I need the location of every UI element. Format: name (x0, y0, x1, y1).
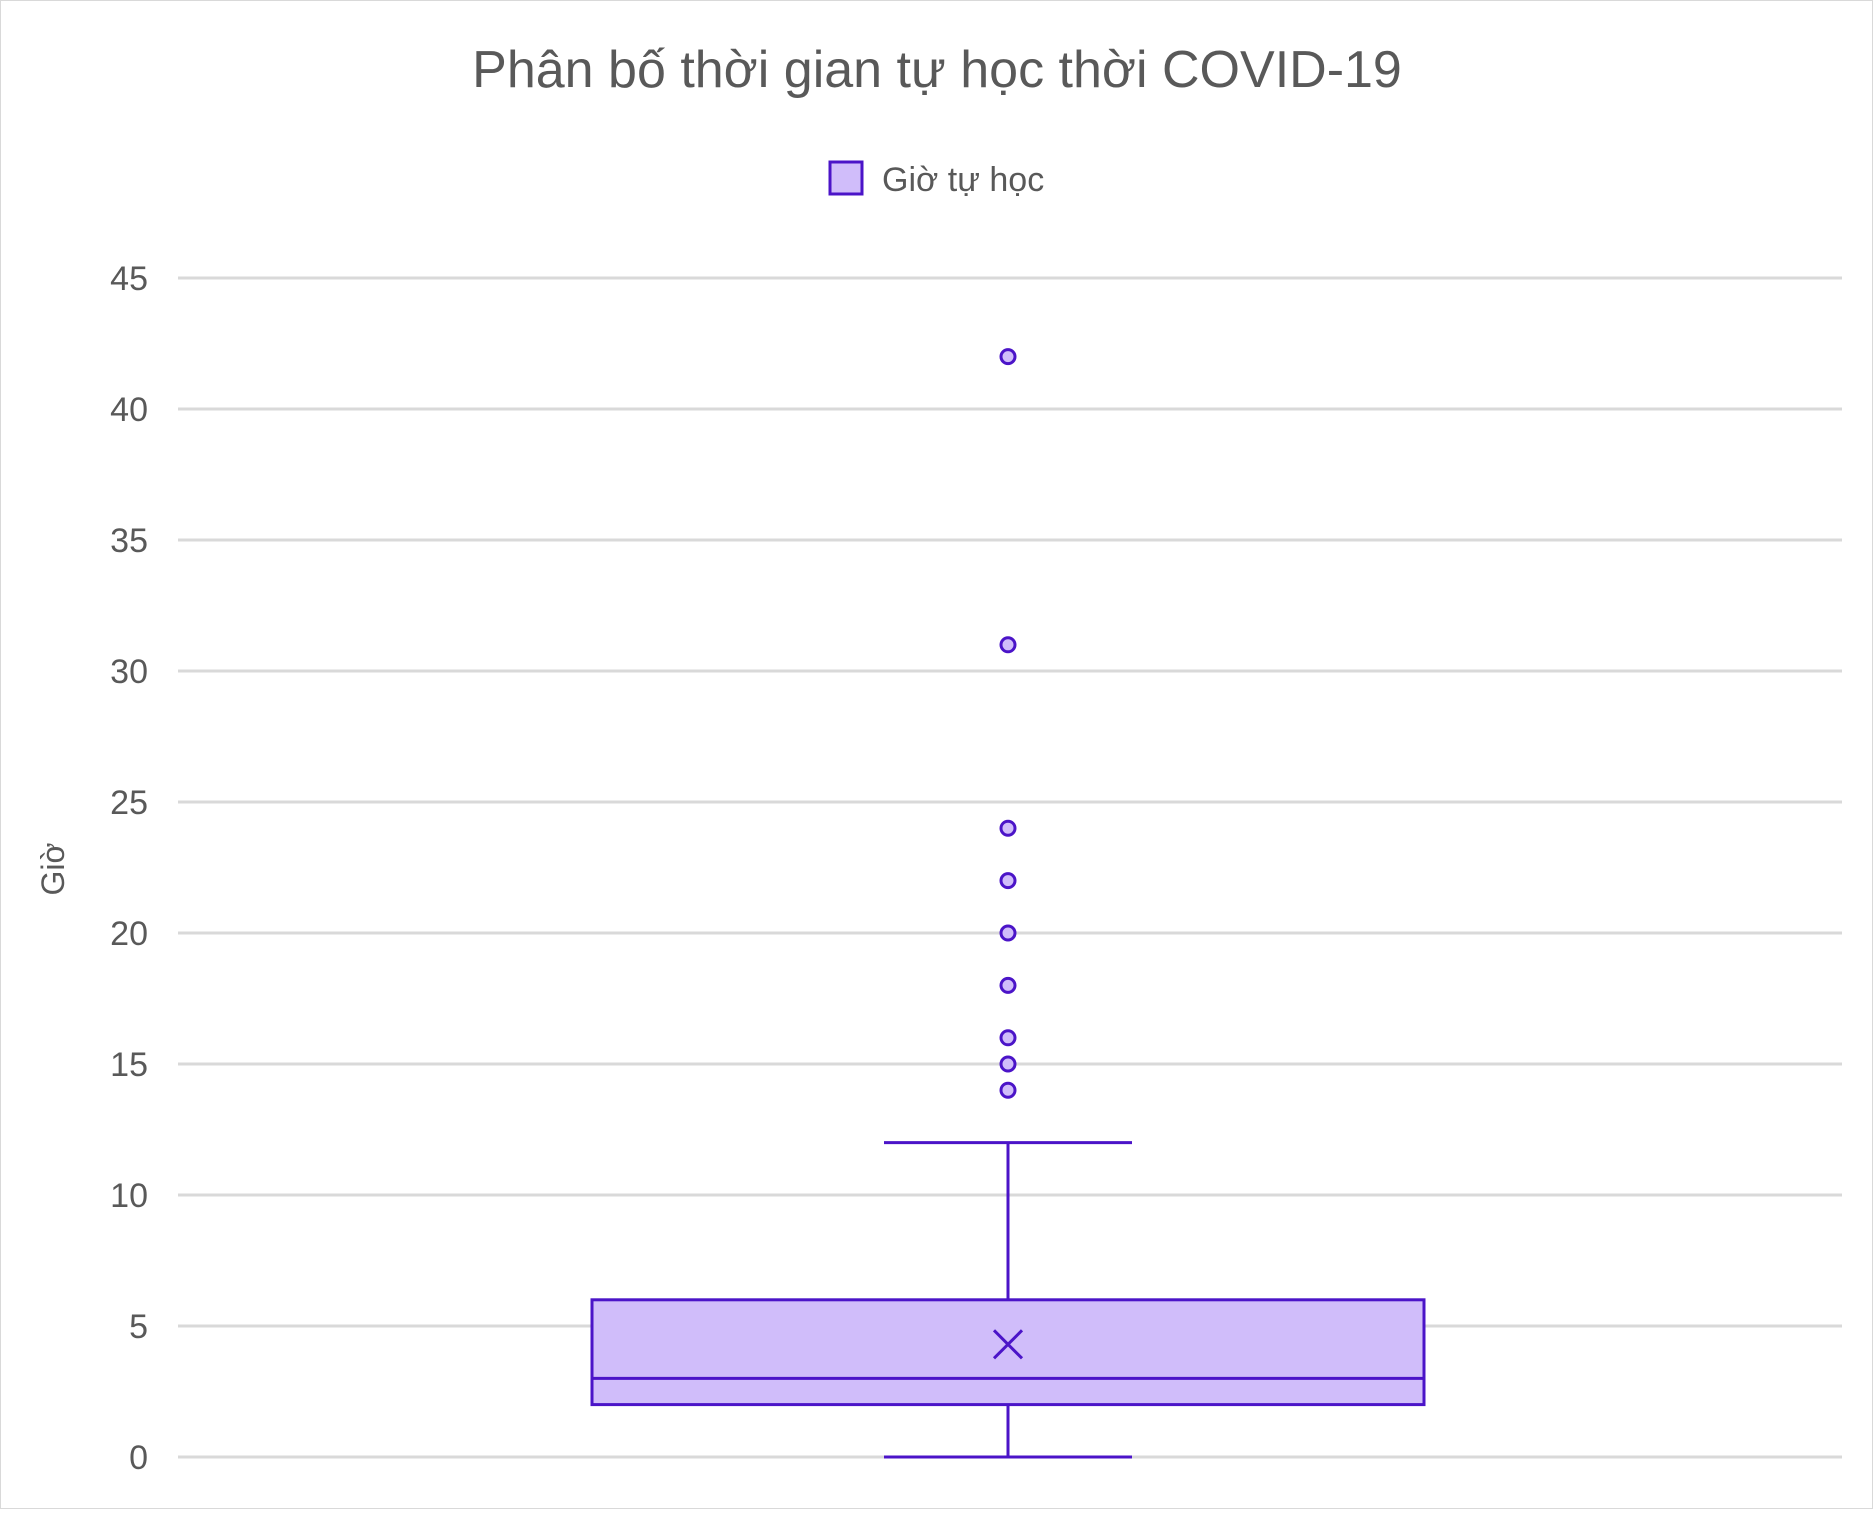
y-axis-label: Giờ (35, 842, 71, 895)
plot-area (590, 348, 1426, 1459)
outlier-point (999, 1081, 1017, 1099)
chart-title: Phân bố thời gian tự học thời COVID-19 (472, 41, 1402, 99)
legend-swatch (828, 160, 864, 196)
interquartile-box (590, 1298, 1426, 1407)
mean-marker-stroke (992, 1329, 1024, 1360)
outlier-point (999, 872, 1017, 890)
y-axis-ticks: 0 5 10 15 20 25 30 35 40 45 (110, 260, 148, 1477)
y-tick-label: 0 (129, 1439, 148, 1477)
outlier-point (999, 1029, 1017, 1047)
outlier-point (999, 819, 1017, 837)
outlier-point (999, 348, 1017, 366)
y-tick-label: 15 (110, 1046, 148, 1084)
y-tick-label: 30 (110, 653, 148, 691)
outlier-point (999, 636, 1017, 654)
gridlines (178, 276, 1842, 1459)
y-tick-label: 40 (110, 391, 148, 429)
y-tick-label: 35 (110, 522, 148, 560)
y-tick-label: 45 (110, 260, 148, 298)
mean-marker (992, 1329, 1024, 1360)
y-tick-label: 10 (110, 1177, 148, 1215)
outlier-point (999, 924, 1017, 942)
y-tick-label: 25 (110, 784, 148, 822)
y-tick-label: 20 (110, 915, 148, 953)
legend: Giờ tự học (828, 160, 1044, 199)
legend-label: Giờ tự học (882, 161, 1044, 199)
outlier-point (999, 976, 1017, 994)
outlier-point (999, 1055, 1017, 1073)
y-tick-label: 5 (129, 1308, 148, 1346)
